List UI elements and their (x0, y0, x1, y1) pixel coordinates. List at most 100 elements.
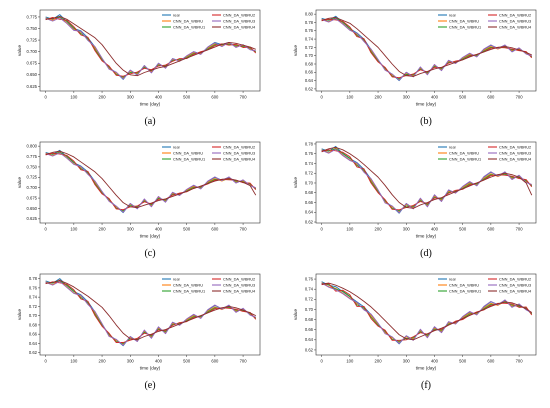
y-tick-label: 0.62 (305, 347, 314, 352)
y-tick-label: 0.625 (27, 216, 38, 221)
plot-area (39, 273, 261, 356)
y-tick-label: 0.68 (305, 61, 314, 66)
x-tick-label: 700 (516, 359, 524, 364)
plot-area (315, 273, 537, 356)
x-tick-label: 100 (70, 359, 78, 364)
y-tick-label: 0.775 (27, 14, 38, 19)
series-line (321, 282, 533, 343)
legend-label: CNN_DA_WBRU (449, 150, 479, 155)
legend-label: CNN_DA_WBRU2 (223, 276, 255, 281)
legend-label: CNN_DA_WBRU1 (449, 156, 481, 161)
x-tick-label: 500 (459, 95, 467, 100)
legend-label: CNN_DA_WBRU (449, 282, 479, 287)
y-axis-label: value (17, 177, 22, 188)
series-group (45, 278, 257, 347)
y-tick-label: 0.66 (305, 200, 314, 205)
y-tick-label: 0.64 (29, 341, 38, 346)
y-tick-label: 0.625 (27, 84, 38, 89)
legend: realCNN_DA_WBRUCNN_DA_WBRU1CNN_DA_WBRU2C… (162, 144, 256, 161)
x-tick-label: 500 (459, 359, 467, 364)
y-tick-label: 0.72 (305, 171, 314, 176)
x-axis-label: time (day) (416, 366, 437, 371)
x-tick-label: 200 (375, 227, 383, 232)
legend-label: CNN_DA_WBRU1 (173, 288, 205, 293)
y-tick-label: 0.64 (305, 337, 314, 342)
line-chart: 0 100 200 300 400 500 600 700 0.62 0.64 0.66 0.68 0.… (293, 141, 537, 239)
x-tick-label: 600 (487, 359, 495, 364)
x-tick-label: 0 (320, 359, 323, 364)
series-line (45, 16, 256, 79)
x-tick-label: 300 (403, 359, 411, 364)
legend-label: real (449, 144, 456, 149)
y-tick-label: 0.675 (27, 61, 38, 66)
x-tick-label: 600 (487, 95, 495, 100)
series-line (321, 282, 532, 344)
legend-label: CNN_DA_WBRU3 (223, 150, 255, 155)
legend-label: real (173, 144, 180, 149)
legend-label: CNN_DA_WBRU3 (499, 282, 531, 287)
x-tick-label: 500 (183, 95, 191, 100)
legend: realCNN_DA_WBRUCNN_DA_WBRU1CNN_DA_WBRU2C… (162, 12, 256, 29)
x-tick-label: 200 (375, 95, 383, 100)
x-tick-label: 0 (44, 95, 47, 100)
x-tick-label: 700 (240, 227, 248, 232)
legend-label: CNN_DA_WBRU (173, 282, 203, 287)
x-tick-label: 400 (431, 359, 439, 364)
legend-label: CNN_DA_WBRU2 (223, 144, 255, 149)
legend: realCNN_DA_WBRUCNN_DA_WBRU1CNN_DA_WBRU2C… (438, 144, 532, 161)
legend-label: CNN_DA_WBRU2 (499, 144, 531, 149)
panel-label: (d) (420, 248, 432, 259)
panel-label: (a) (144, 116, 156, 127)
legend-label: CNN_DA_WBRU4 (499, 156, 532, 161)
series-group (321, 145, 533, 214)
y-tick-label: 0.76 (305, 276, 314, 281)
y-tick-label: 0.72 (305, 297, 314, 302)
y-tick-label: 0.64 (305, 210, 314, 215)
legend-label: CNN_DA_WBRU1 (449, 24, 481, 29)
chart-panel: 0 100 200 300 400 500 600 700 0.62 0.64 0.66 0.68 0.… (16, 270, 264, 375)
x-tick-label: 500 (183, 359, 191, 364)
line-chart: 0 100 200 300 400 500 600 700 0.62 0.64 0.66 0.68 0.… (293, 9, 537, 107)
x-tick-label: 500 (459, 227, 467, 232)
legend: realCNN_DA_WBRUCNN_DA_WBRU1CNN_DA_WBRU2C… (438, 12, 532, 29)
y-tick-label: 0.78 (305, 20, 314, 25)
series-line (321, 146, 533, 209)
chart-panel: 0 100 200 300 400 500 600 700 0.62 0.64 0.66 0.68 0.… (292, 270, 540, 375)
x-axis-label: time (day) (140, 234, 161, 239)
series-line (321, 147, 533, 213)
x-tick-label: 700 (240, 95, 248, 100)
y-tick-label: 0.74 (305, 36, 314, 41)
x-tick-label: 300 (403, 227, 411, 232)
series-line (45, 17, 256, 80)
x-tick-label: 700 (516, 95, 524, 100)
y-tick-label: 0.62 (305, 219, 314, 224)
y-tick-label: 0.74 (305, 161, 314, 166)
legend-label: CNN_DA_WBRU2 (223, 12, 255, 17)
y-tick-label: 0.70 (305, 307, 314, 312)
panel-label: (c) (144, 248, 156, 259)
x-tick-label: 200 (99, 227, 107, 232)
x-tick-label: 200 (99, 359, 107, 364)
x-tick-label: 400 (431, 227, 439, 232)
x-tick-label: 600 (211, 227, 219, 232)
x-tick-label: 600 (211, 95, 219, 100)
x-axis-label: time (day) (140, 366, 161, 371)
y-tick-label: 0.70 (305, 53, 314, 58)
series-line (321, 17, 532, 77)
x-tick-label: 300 (127, 95, 135, 100)
panel-label: (f) (421, 380, 431, 391)
x-tick-label: 300 (127, 227, 135, 232)
y-tick-label: 0.700 (27, 185, 38, 190)
legend-label: CNN_DA_WBRU1 (173, 156, 205, 161)
x-tick-label: 200 (375, 359, 383, 364)
legend-label: CNN_DA_WBRU3 (499, 150, 531, 155)
line-chart: 0 100 200 300 400 500 600 700 0.625 0.650 0.675 0.7… (17, 9, 261, 107)
legend-label: CNN_DA_WBRU4 (499, 288, 532, 293)
y-tick-label: 0.68 (29, 322, 38, 327)
series-line (45, 280, 256, 346)
legend: realCNN_DA_WBRUCNN_DA_WBRU1CNN_DA_WBRU2C… (162, 276, 256, 293)
x-tick-label: 400 (155, 359, 163, 364)
legend-label: real (173, 276, 180, 281)
y-tick-label: 0.66 (305, 70, 314, 75)
x-tick-label: 100 (346, 95, 354, 100)
